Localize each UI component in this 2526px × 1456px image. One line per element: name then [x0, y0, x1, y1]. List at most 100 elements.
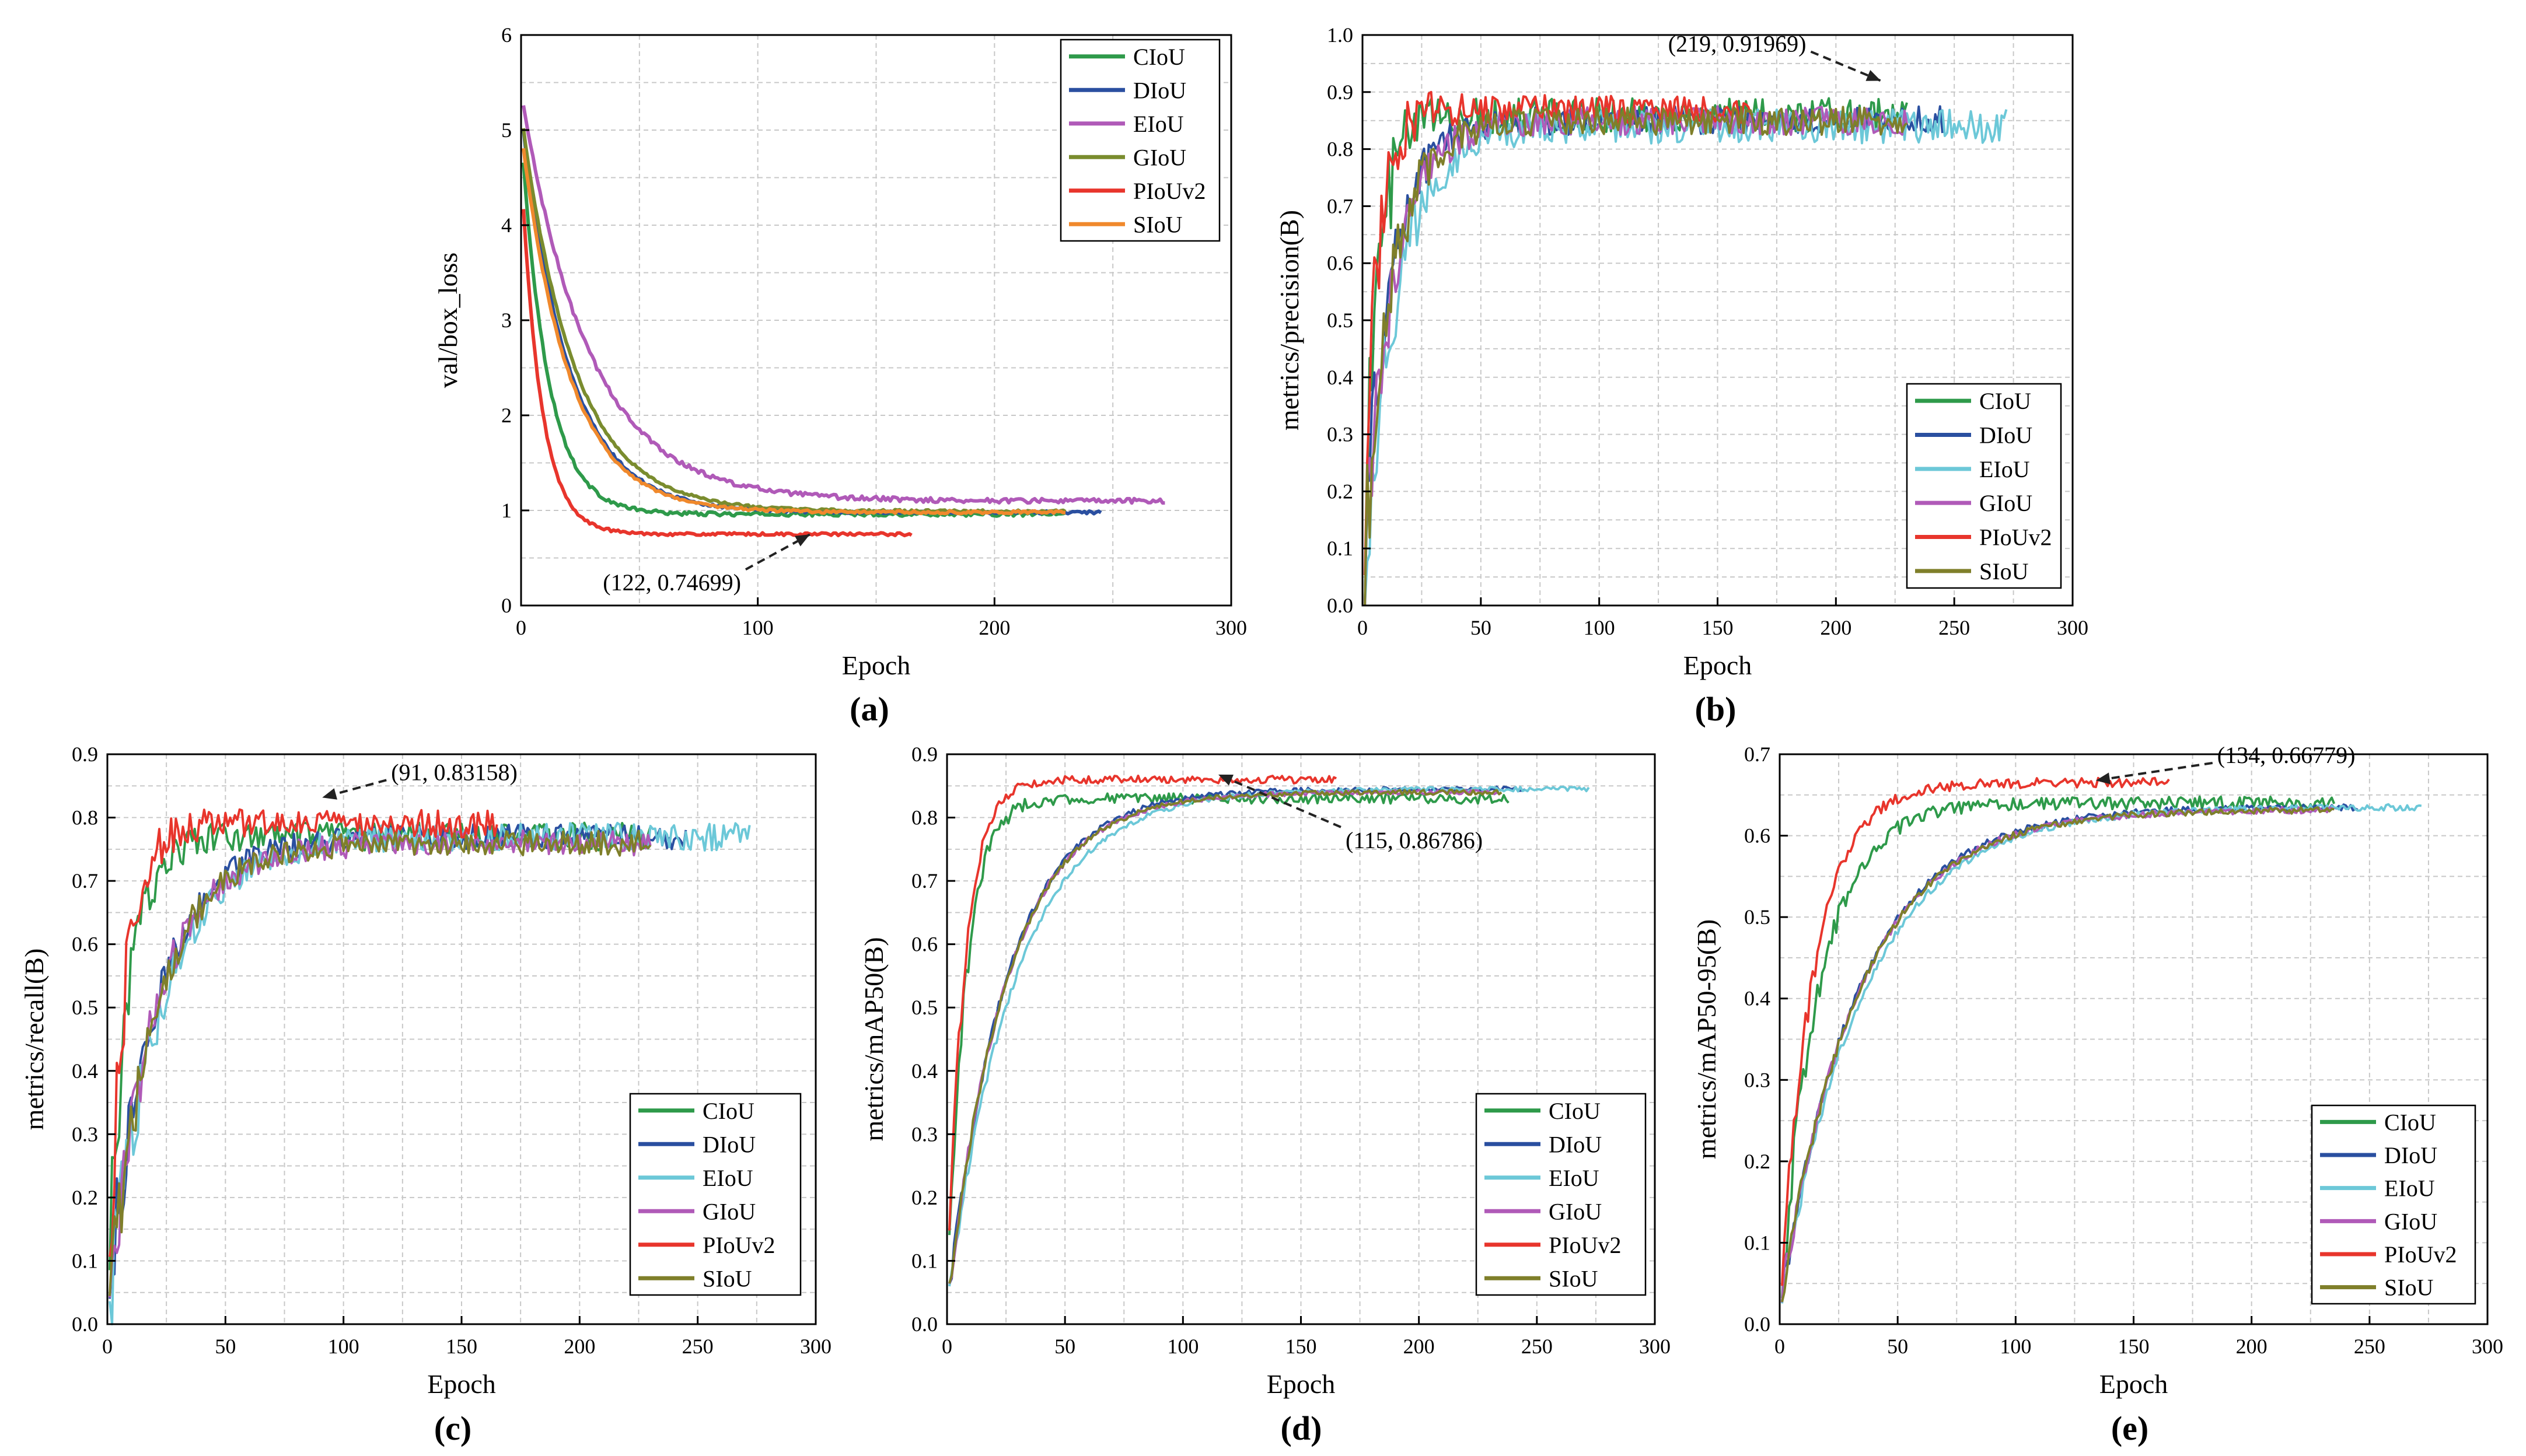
legend-label-ciou: CIoU	[2384, 1109, 2436, 1135]
series-line-siou	[1781, 806, 2335, 1303]
series-group	[522, 105, 1165, 538]
x-tick-label: 100	[328, 1335, 359, 1358]
y-tick-label: 1	[501, 499, 512, 522]
series-line-diou	[1781, 803, 2359, 1303]
y-tick-label: 0.5	[1744, 905, 1770, 929]
x-tick-label: 300	[2057, 616, 2088, 639]
x-tick-label: 300	[1215, 616, 1247, 639]
y-tick-label: 2	[501, 404, 512, 427]
legend: CIoU DIoU EIoU GIoU PIoUv2 SIoU	[2311, 1104, 2476, 1305]
y-tick-label: 6	[501, 23, 512, 47]
y-axis-label: val/box_loss	[433, 253, 463, 388]
annotation-arrowhead	[795, 534, 810, 547]
y-tick-label: 0.7	[72, 869, 98, 892]
x-tick-label: 0	[1357, 616, 1368, 639]
annotation-arrow	[1218, 774, 1341, 828]
panel-caption: (c)	[434, 1409, 471, 1447]
legend-label-eiou: EIoU	[1133, 111, 1184, 137]
x-tick-label: 300	[2472, 1335, 2503, 1358]
y-tick-label: 0.3	[911, 1122, 938, 1146]
x-tick-label: 0	[516, 616, 526, 639]
series-line-siou	[522, 148, 1066, 516]
y-axis-label: metrics/mAP50(B)	[859, 937, 889, 1141]
x-tick-label: 200	[1403, 1335, 1435, 1358]
annotation-arrowhead	[1218, 774, 1234, 786]
legend: CIoU DIoU EIoU GIoU PIoUv2 SIoU	[629, 1093, 802, 1296]
y-tick-label: 0.2	[1744, 1150, 1770, 1173]
x-tick-label: 100	[742, 616, 774, 639]
y-tick-label: 0.7	[911, 869, 938, 892]
y-tick-label: 0.9	[1327, 80, 1353, 104]
legend-label-diou: DIoU	[1133, 77, 1186, 103]
legend-box	[629, 1093, 802, 1296]
legend-label-eiou: EIoU	[2384, 1175, 2435, 1202]
legend-label-eiou: EIoU	[1979, 456, 2030, 482]
y-tick-label: 0.9	[911, 743, 938, 766]
y-tick-label: 0.2	[911, 1186, 938, 1209]
y-tick-label: 0.3	[1327, 423, 1353, 446]
y-tick-label: 0.9	[72, 743, 98, 766]
legend-label-piouv2: PIoUv2	[1549, 1232, 1621, 1258]
legend: CIoU DIoU EIoU GIoU PIoUv2 SIoU	[1906, 383, 2062, 589]
legend-label-ciou: CIoU	[1133, 44, 1185, 70]
legend-label-ciou: CIoU	[1979, 388, 2031, 414]
y-tick-label: 3	[501, 309, 512, 332]
legend: CIoU DIoU EIoU GIoU PIoUv2 SIoU	[1060, 38, 1221, 242]
panel-a: 0 100 200 300 0 1 2 3 4 5 6 Epoch val/box_loss (a) (12…	[433, 23, 1247, 728]
series-line-piouv2	[948, 774, 1337, 1231]
legend-label-ciou: CIoU	[1549, 1098, 1601, 1124]
y-tick-label: 0.3	[1744, 1068, 1770, 1091]
x-tick-label: 100	[2000, 1335, 2031, 1358]
series-line-piouv2	[522, 209, 913, 538]
series-line-diou	[1364, 105, 1944, 606]
x-tick-label: 0	[102, 1335, 113, 1358]
y-axis-label: metrics/mAP50-95(B)	[1692, 919, 1721, 1159]
series-group	[1781, 776, 2422, 1304]
y-tick-label: 0.1	[72, 1249, 98, 1272]
x-tick-label: 250	[1938, 616, 1970, 639]
series-line-diou	[109, 823, 687, 1299]
panel-caption: (e)	[2111, 1409, 2148, 1447]
x-tick-label: 100	[1167, 1335, 1199, 1358]
x-tick-label: 250	[2354, 1335, 2385, 1358]
series-line-siou	[1364, 106, 1908, 606]
x-tick-label: 200	[979, 616, 1010, 639]
legend-label-diou: DIoU	[1549, 1131, 1602, 1157]
legend-box	[1475, 1093, 1647, 1296]
legend-label-giou: GIoU	[1133, 144, 1186, 170]
x-tick-label: 300	[800, 1335, 831, 1358]
y-tick-label: 0.5	[1327, 309, 1353, 332]
x-tick-label: 150	[446, 1335, 477, 1358]
y-tick-label: 0.7	[1744, 743, 1770, 766]
legend-label-diou: DIoU	[703, 1131, 756, 1157]
series-group	[948, 774, 1590, 1287]
x-tick-label: 50	[1470, 616, 1491, 639]
panel-d: 0 50 100 150 200 250 300 0.0 0.1 0.2 0.3 0.4 0.5 0.6 0…	[859, 743, 1671, 1447]
y-tick-label: 0	[501, 594, 512, 617]
y-tick-label: 0.8	[72, 806, 98, 830]
y-tick-label: 0.8	[1327, 138, 1353, 161]
legend-label-siou: SIoU	[1133, 211, 1183, 237]
series-group	[109, 808, 751, 1325]
y-tick-label: 0.3	[72, 1122, 98, 1146]
series-line-piouv2	[109, 808, 498, 1257]
legend-label-eiou: EIoU	[703, 1165, 753, 1191]
series-group	[1364, 90, 2008, 606]
panel-caption: (d)	[1281, 1409, 1322, 1447]
x-tick-label: 200	[1820, 616, 1851, 639]
y-tick-label: 0.5	[72, 996, 98, 1019]
annotation-label: (134, 0.66779)	[2217, 742, 2356, 768]
y-tick-label: 5	[501, 118, 512, 142]
y-tick-label: 0.8	[911, 806, 938, 830]
legend-label-diou: DIoU	[2384, 1142, 2437, 1168]
legend-label-ciou: CIoU	[703, 1098, 754, 1124]
y-tick-label: 0.4	[1327, 366, 1353, 389]
y-tick-label: 0.1	[911, 1249, 938, 1272]
x-tick-label: 0	[942, 1335, 952, 1358]
y-axis-label: metrics/recall(B)	[19, 949, 49, 1130]
legend-label-piouv2: PIoUv2	[1979, 524, 2052, 551]
grid	[1362, 35, 2073, 606]
y-tick-label: 0.6	[1327, 251, 1353, 275]
legend-label-giou: GIoU	[703, 1198, 756, 1224]
y-tick-label: 0.2	[1327, 480, 1353, 503]
